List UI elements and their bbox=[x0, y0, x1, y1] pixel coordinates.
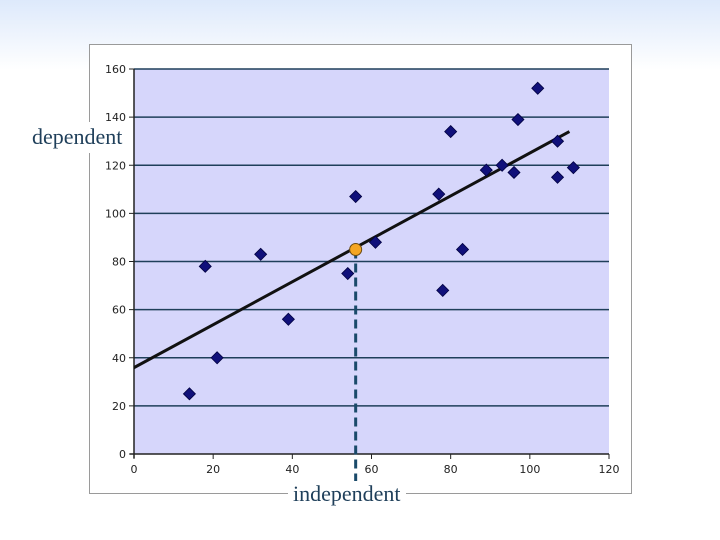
data-point bbox=[511, 112, 525, 127]
data-point bbox=[198, 259, 212, 273]
y-tick-label: 120 bbox=[105, 159, 126, 172]
data-point bbox=[444, 124, 458, 139]
x-tick-label: 100 bbox=[519, 463, 540, 476]
data-point bbox=[507, 165, 521, 180]
x-tick-label: 40 bbox=[285, 463, 299, 476]
y-tick-label: 60 bbox=[112, 304, 126, 317]
highlight-point bbox=[349, 242, 363, 256]
y-tick-label: 160 bbox=[105, 63, 126, 76]
y-tick-label: 80 bbox=[112, 256, 126, 269]
data-point bbox=[182, 387, 196, 401]
y-tick-label: 40 bbox=[112, 352, 126, 365]
data-point bbox=[436, 283, 450, 297]
y-tick-label: 100 bbox=[105, 207, 126, 220]
y-tick-label: 140 bbox=[105, 111, 126, 124]
data-point bbox=[531, 81, 545, 95]
chart-area: 0 20 40 60 80 100 120 140 160 0 20 40 60 80 100 120 bbox=[89, 44, 632, 494]
y-tick-label: 20 bbox=[112, 400, 126, 413]
data-point bbox=[368, 235, 383, 249]
data-point bbox=[550, 170, 565, 184]
y-axis-label: dependent bbox=[28, 122, 129, 153]
data-point bbox=[254, 247, 268, 261]
data-point bbox=[349, 189, 363, 204]
x-tick-label: 20 bbox=[206, 463, 220, 476]
data-point bbox=[550, 134, 565, 148]
x-axis-label: independent bbox=[288, 481, 406, 508]
x-tick-label: 80 bbox=[444, 463, 458, 476]
x-tick-label: 120 bbox=[599, 463, 620, 476]
y-tick-label: 0 bbox=[119, 448, 126, 461]
scatter-chart: 0 20 40 60 80 100 120 140 160 0 20 40 60 80 100 120 bbox=[105, 63, 620, 484]
data-point bbox=[566, 161, 580, 175]
data-point bbox=[455, 242, 470, 257]
data-point bbox=[495, 158, 509, 172]
x-tick-label: 0 bbox=[131, 463, 138, 476]
x-tick-label: 60 bbox=[365, 463, 379, 476]
data-point bbox=[341, 266, 355, 281]
data-point bbox=[210, 351, 224, 365]
data-point bbox=[479, 163, 493, 177]
data-point bbox=[432, 187, 446, 201]
data-point bbox=[281, 312, 295, 326]
